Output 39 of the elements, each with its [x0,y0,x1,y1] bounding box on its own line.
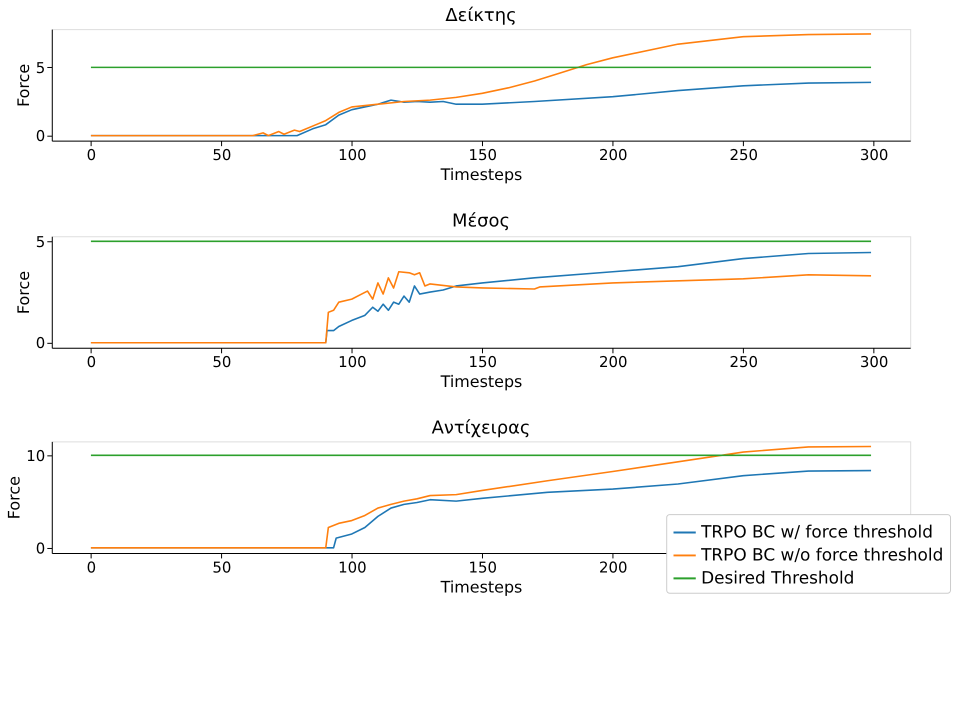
x-tick-label: 250 [729,353,758,372]
y-tick-label: 5 [36,232,46,251]
y-tick-label: 0 [36,334,46,352]
x-tick-label: 200 [599,353,628,372]
x-tick-label: 0 [86,353,96,372]
x-axis-title: Timesteps [440,165,522,184]
x-tick-label: 100 [338,558,367,576]
x-tick-label: 250 [729,146,758,164]
x-tick-label: 100 [338,146,367,164]
chart-title: Μέσος [452,210,510,232]
x-tick-label: 0 [86,558,96,576]
x-tick-label: 300 [860,146,888,164]
x-tick-label: 150 [468,558,498,576]
line-series [90,270,872,344]
chart-title: Αντίχειρας [432,417,530,438]
x-tick-label: 50 [212,146,232,164]
x-tick-label: 50 [212,353,232,372]
chart-title: Δείκτης [445,5,517,26]
y-axis-title: Force [14,270,33,314]
y-tick-label: 0 [36,539,46,558]
y-axis-title: Force [4,476,24,520]
x-tick-label: 100 [338,353,367,372]
x-axis-title: Timesteps [440,577,522,596]
y-tick-label: 0 [36,127,46,146]
y-axis-title: Force [14,64,33,107]
y-tick-label: 5 [36,58,46,77]
x-axis-title: Timesteps [440,372,522,392]
line-series [90,33,872,136]
legend-label: TRPO BC w/ force threshold [700,522,933,542]
x-tick-label: 150 [468,146,498,164]
x-tick-label: 200 [599,146,628,164]
legend-label: Desired Threshold [701,567,854,588]
x-tick-label: 50 [212,558,232,576]
x-tick-label: 200 [599,558,628,576]
x-tick-label: 150 [468,353,498,372]
x-tick-label: 300 [860,353,888,372]
x-tick-label: 0 [86,146,96,164]
y-tick-label: 10 [26,446,46,465]
legend-label: TRPO BC w/o force threshold [700,544,944,564]
